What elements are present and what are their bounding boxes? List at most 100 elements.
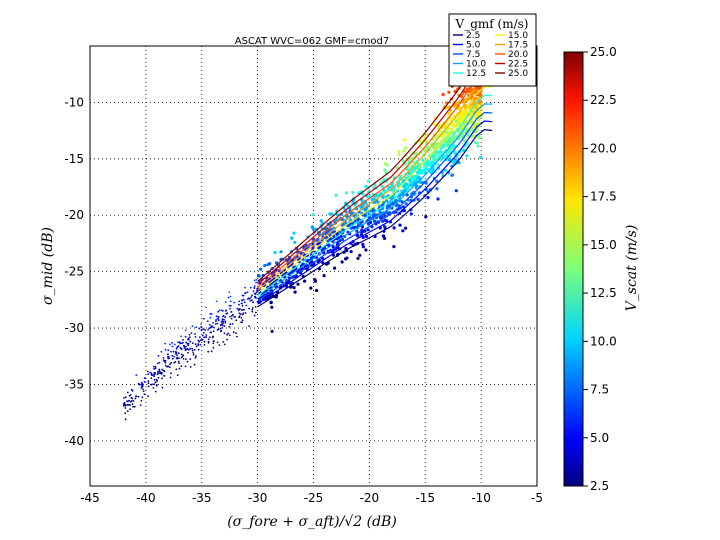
scatter-point (153, 373, 156, 376)
scatter-point (344, 191, 348, 195)
scatter-point (151, 383, 154, 386)
scatter-point (232, 331, 235, 334)
scatter-point (356, 256, 360, 260)
scatter-point (164, 362, 167, 364)
scatter-point (192, 342, 194, 344)
scatter-point (173, 361, 176, 364)
scatter-point (213, 326, 215, 329)
scatter-point (164, 342, 167, 345)
scatter-point (248, 297, 251, 300)
scatter-point (175, 357, 178, 360)
scatter-point (439, 152, 443, 156)
scatter-point (210, 350, 213, 353)
scatter-point (143, 377, 146, 379)
scatter-point (403, 146, 408, 150)
scatter-point (166, 365, 169, 368)
scatter-point (229, 308, 232, 310)
scatter-point (187, 351, 189, 354)
scatter-point (210, 331, 213, 334)
scatter-point (160, 373, 163, 375)
scatter-point (216, 329, 219, 331)
scatter-point (203, 317, 205, 320)
gmf-curves (257, 51, 493, 308)
scatter-point (244, 286, 247, 289)
scatter-point (402, 209, 407, 213)
scatter-point (461, 134, 465, 138)
scatter-point (464, 127, 469, 131)
scatter-point (243, 308, 246, 311)
legend-label: 25.0 (508, 69, 528, 79)
scatter-point (255, 311, 257, 314)
scatter-point (234, 316, 237, 318)
scatter-point (171, 345, 174, 348)
scatter-point (153, 365, 155, 368)
scatter-point (238, 300, 241, 303)
scatter-point (356, 234, 360, 238)
scatter-point (263, 263, 267, 268)
scatter-point (142, 383, 144, 386)
y-tick-label: -25 (64, 265, 84, 279)
scatter-point (191, 347, 194, 350)
scatter-point (194, 356, 197, 359)
scatter-point (166, 355, 169, 358)
scatter-point (200, 339, 203, 341)
scatter-point (246, 291, 249, 294)
scatter-point (235, 319, 238, 322)
scatter-point (240, 313, 242, 315)
scatter-point (310, 225, 314, 229)
scatter-point (163, 374, 165, 377)
scatter-point (153, 371, 156, 374)
colorbar-tick-label: 2.5 (590, 479, 609, 493)
scatter-point (346, 204, 350, 208)
scatter-point (228, 304, 231, 307)
scatter-point (411, 175, 415, 179)
scatter-point (194, 343, 197, 346)
scatter-point (207, 329, 210, 331)
scatter-point (162, 359, 165, 361)
scatter-point (205, 336, 208, 338)
scatter-point (279, 250, 283, 254)
scatter-point (199, 343, 202, 346)
scatter-point (373, 219, 377, 223)
scatter-point (180, 365, 183, 367)
scatter-point (198, 327, 201, 330)
scatter-point (369, 220, 373, 224)
scatter-point (169, 343, 171, 346)
scatter-point (361, 192, 365, 196)
scatter-point (392, 226, 396, 230)
scatter-point (124, 407, 127, 409)
colorbar-tick-label: 17.5 (590, 190, 617, 204)
scatter-point (211, 325, 214, 328)
scatter-point (224, 316, 227, 319)
scatter-point (441, 92, 445, 97)
scatter-point (334, 193, 338, 197)
scatter-point (447, 158, 451, 162)
scatter-point (177, 345, 180, 347)
scatter-point (200, 323, 203, 325)
scatter-point (202, 328, 205, 330)
scatter-point (216, 341, 219, 344)
scatter-point (355, 229, 359, 233)
scatter-point (293, 290, 297, 294)
scatter-point (443, 124, 447, 128)
scatter-point (445, 138, 449, 142)
scatter-point (222, 322, 224, 325)
scatter-point (170, 361, 173, 364)
scatter-point (129, 394, 132, 396)
scatter-point (243, 301, 246, 304)
scatter-point (126, 391, 129, 394)
scatter-point (438, 130, 442, 134)
scatter-point (254, 295, 256, 298)
scatter-point (252, 301, 255, 304)
x-tick-label: -25 (304, 491, 324, 505)
scatter-point (157, 372, 160, 374)
scatter-point (155, 384, 158, 386)
scatter-point (241, 294, 244, 297)
scatter-point (185, 345, 187, 348)
legend-label: 17.5 (508, 41, 528, 51)
scatter-point (240, 309, 243, 311)
scatter-point (183, 345, 186, 348)
scatter-point (159, 371, 162, 373)
colorbar-tick-label: 7.5 (590, 383, 609, 397)
scatter-point (446, 144, 450, 148)
